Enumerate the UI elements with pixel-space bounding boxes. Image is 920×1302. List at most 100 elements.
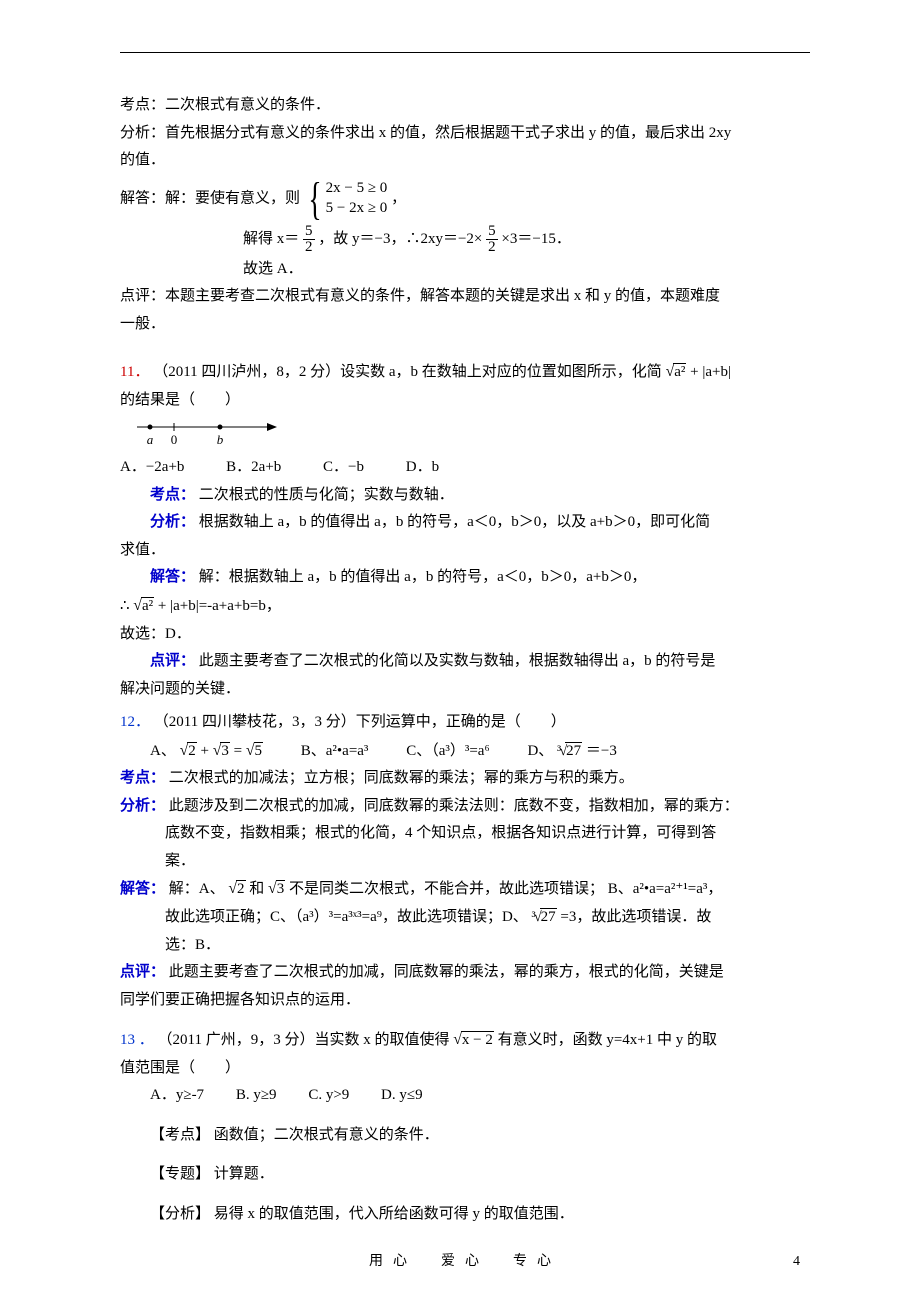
- q11-dianping2: 解决问题的关键．: [120, 677, 810, 703]
- q12-stem-text: （2011 四川攀枝花，3，3 分）下列运算中，正确的是（ ）: [154, 714, 566, 730]
- q12-fenxi3: 案．: [120, 849, 810, 875]
- q12-jieda3: 选：B．: [120, 933, 810, 959]
- top-dianping-2: 一般．: [120, 312, 810, 338]
- q13-fenxi-label: 【分析】: [150, 1206, 210, 1222]
- q11-dianping-text: 此题主要考查了二次根式的化简以及实数与数轴，根据数轴得出 a，b 的符号是: [199, 653, 716, 669]
- numberline-svg: a 0 b: [132, 419, 282, 449]
- q11-jieda-label: 解答：: [150, 569, 195, 585]
- frac-1-num: 5: [303, 224, 315, 240]
- q11-options: A．−2a+b B．2a+b C．−b D．b: [120, 455, 810, 481]
- q11-stem-2: 的结果是（ ）: [120, 388, 810, 414]
- q13-opt-a: A．y≥-7: [150, 1083, 204, 1109]
- q11-dianping: 点评： 此题主要考查了二次根式的化简以及实数与数轴，根据数轴得出 a，b 的符号…: [120, 649, 810, 675]
- q12-dianping-label: 点评：: [120, 964, 165, 980]
- q11-jieda-text: 解：根据数轴上 a，b 的值得出 a，b 的符号，a＜0，b＞0，a+b＞0，: [199, 569, 647, 585]
- frac-1: 5 2: [303, 224, 315, 255]
- q12-j-sqrt2: 3: [268, 876, 285, 903]
- q11-eq-tail: + |a+b|=-a+a+b=b，: [158, 598, 281, 614]
- q12-stem: 12． （2011 四川攀枝花，3，3 分）下列运算中，正确的是（ ）: [120, 710, 810, 736]
- top-fenxi-2: 的值．: [120, 148, 810, 174]
- q12-j-mid: 和: [249, 881, 268, 897]
- q11-sqrt2: a²: [133, 593, 154, 620]
- frac-2: 5 2: [486, 224, 498, 255]
- brace-row-2: 5 − 2x ≥ 0: [326, 199, 388, 219]
- top-kaodian: 考点：二次根式有意义的条件．: [120, 93, 810, 119]
- q12-j-rad2: 3: [276, 880, 286, 897]
- q12-opt-b: B、a²•a=a³: [301, 743, 369, 759]
- q11-opt-a: A．−2a+b: [120, 455, 184, 481]
- q12-j2b: =3，故此选项错误．故: [560, 909, 711, 925]
- q12-sqrt-a2: 3: [213, 738, 230, 765]
- top-fenxi-1: 分析：首先根据分式有意义的条件求出 x 的值，然后根据题干式子求出 y 的值，最…: [120, 121, 810, 147]
- q12-opt-a: A、 2 + 3 = 5: [150, 743, 267, 759]
- q12-optD-pre: D、: [527, 743, 553, 759]
- q11-kaodian: 考点： 二次根式的性质与化简；实数与数轴．: [120, 483, 810, 509]
- q12-j-sqrt1: 2: [228, 876, 245, 903]
- q11-sqrt: a²: [666, 359, 687, 386]
- q12-kaodian-text: 二次根式的加减法；立方根；同底数幂的乘法；幂的乘方与积的乘方。: [169, 770, 634, 786]
- page-number: 4: [793, 1250, 800, 1274]
- q13-options: A．y≥-7 B. y≥9 C. y>9 D. y≤9: [120, 1083, 810, 1109]
- q13-zhuanti-text: 计算题．: [214, 1166, 274, 1182]
- q11-opt-c: C．−b: [323, 455, 364, 481]
- q13-fenxi-text: 易得 x 的取值范围，代入所给函数可得 y 的取值范围．: [214, 1206, 574, 1222]
- top-comma: ，: [391, 190, 406, 206]
- q13-number: 13 ．: [120, 1032, 154, 1048]
- frac-2-den: 2: [486, 240, 498, 255]
- q12-rad-d: 27: [565, 742, 582, 759]
- q12-kaodian: 考点： 二次根式的加减法；立方根；同底数幂的乘法；幂的乘方与积的乘方。: [120, 766, 810, 792]
- left-brace: {: [308, 176, 321, 222]
- q12-options: A、 2 + 3 = 5 B、a²•a=a³ C、（a³）³=a⁶ D、 27 …: [120, 738, 810, 765]
- q11-sqrt-rad: a²: [673, 363, 686, 380]
- q12-j2a: 故此选项正确；C、（a³）³=a³ˣ³=a⁹，故此选项错误；D、: [165, 909, 528, 925]
- q12-sqrt-a1: 2: [180, 738, 197, 765]
- q12-sqrt-a3: 5: [246, 738, 263, 765]
- q11-therefore: ∴: [120, 598, 130, 614]
- svg-text:b: b: [217, 432, 224, 447]
- q12-j1a: 解：A、: [169, 881, 225, 897]
- top-j2c: ×3＝−15．: [501, 230, 570, 246]
- brace-row-1: 2x − 5 ≥ 0: [326, 179, 388, 199]
- top-rule: [120, 52, 810, 53]
- q13-opt-b: B. y≥9: [236, 1083, 277, 1109]
- brace-system: { 2x − 5 ≥ 0 5 − 2x ≥ 0: [304, 176, 388, 222]
- q11-kaodian-label: 考点：: [150, 487, 195, 503]
- q12-j-rad1: 2: [236, 880, 246, 897]
- top-jieda-line1: 解答：解：要使有意义，则 { 2x − 5 ≥ 0 5 − 2x ≥ 0 ，: [120, 176, 810, 222]
- q12-rad-a1: 2: [187, 742, 197, 759]
- top-j2a: 解得 x＝: [243, 230, 299, 246]
- q12-fenxi1-text: 此题涉及到二次根式的加减，同底数幂的乘法法则：底数不变，指数相加，幂的乘方：: [169, 798, 739, 814]
- frac-2-num: 5: [486, 224, 498, 240]
- q11-stem-text: （2011 四川泸州，8，2 分）设实数 a，b 在数轴上对应的位置如图所示，化…: [153, 364, 665, 380]
- q12-dianping1: 点评： 此题主要考查了二次根式的加减，同底数幂的乘法，幂的乘方，根式的化简，关键…: [120, 960, 810, 986]
- q12-number: 12．: [120, 714, 150, 730]
- top-dianping-1: 点评：本题主要考查二次根式有意义的条件，解答本题的关键是求出 x 和 y 的值，…: [120, 284, 810, 310]
- q13-stem-1: 13 ． （2011 广州，9，3 分）当实数 x 的取值使得 x − 2 有意…: [120, 1027, 810, 1054]
- q11-kaodian-text: 二次根式的性质与化简；实数与数轴．: [199, 487, 454, 503]
- top-jieda-line2: 解得 x＝ 5 2 ，故 y＝−3，∴2xy＝−2× 5 2 ×3＝−15．: [120, 224, 810, 255]
- q12-fenxi1: 分析： 此题涉及到二次根式的加减，同底数幂的乘法法则：底数不变，指数相加，幂的乘…: [120, 794, 810, 820]
- q12-jieda1: 解答： 解：A、 2 和 3 不是同类二次根式，不能合并，故此选项错误； B、a…: [120, 876, 810, 903]
- q11-jieda: 解答： 解：根据数轴上 a，b 的值得出 a，b 的符号，a＜0，b＞0，a+b…: [120, 565, 810, 591]
- q13-zhuanti-label: 【专题】: [150, 1166, 210, 1182]
- q13-kaodian-text: 函数值；二次根式有意义的条件．: [214, 1127, 439, 1143]
- q13-opt-d: D. y≤9: [381, 1083, 423, 1109]
- q11-fenxi-text: 根据数轴上 a，b 的值得出 a，b 的符号，a＜0，b＞0，以及 a+b＞0，…: [199, 514, 710, 530]
- q11-fenxi-label: 分析：: [150, 514, 195, 530]
- q11-expr-tail: + |a+b|: [690, 364, 731, 380]
- q12-kaodian-label: 考点：: [120, 770, 165, 786]
- q13-kaodian: 【考点】 函数值；二次根式有意义的条件．: [120, 1123, 810, 1149]
- q11-numberline: a 0 b: [132, 419, 810, 449]
- q11-opt-b: B．2a+b: [226, 455, 281, 481]
- q13-stem1: （2011 广州，9，3 分）当实数 x 的取值使得: [158, 1032, 450, 1048]
- q12-rad-a2: 3: [220, 742, 230, 759]
- q13-rad: x − 2: [461, 1031, 494, 1048]
- frac-1-den: 2: [303, 240, 315, 255]
- top-jieda-lead: 解答：解：要使有意义，则: [120, 190, 300, 206]
- q12-fenxi2: 底数不变，指数相乘；根式的化简，4 个知识点，根据各知识点进行计算，可得到答: [120, 821, 810, 847]
- q13-stem-2: 值范围是（ ）: [120, 1056, 810, 1082]
- q11-opt-d: D．b: [406, 455, 439, 481]
- brace-rows: 2x − 5 ≥ 0 5 − 2x ≥ 0: [326, 179, 388, 218]
- q12-opt-d: D、 27 ＝−3: [527, 743, 616, 759]
- top-j2b: ，故 y＝−3，∴2xy＝−2×: [318, 230, 482, 246]
